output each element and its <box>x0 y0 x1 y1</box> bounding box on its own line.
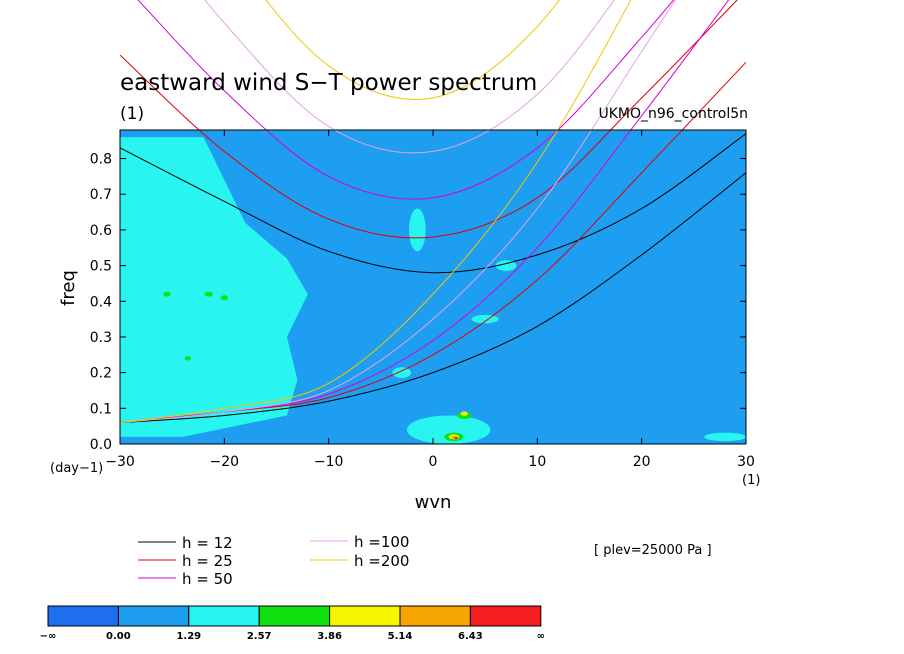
legend-label: h = 50 <box>182 570 233 588</box>
x-tick-label: 20 <box>633 454 651 470</box>
curve-series-4-branch-0 <box>265 0 560 101</box>
model-label: UKMO_n96_control5n <box>598 106 748 122</box>
y-axis-unit: (day−1) <box>50 461 103 476</box>
y-tick-label: 0.2 <box>90 366 112 382</box>
colorbar-label: 2.57 <box>247 631 272 642</box>
curve-series-3-branch-0 <box>204 0 615 154</box>
y-tick-label: 0.3 <box>90 330 112 346</box>
curve-series-0-branch-1 <box>120 172 746 424</box>
x-tick-label: −30 <box>105 454 135 470</box>
contour-region-9 <box>204 291 213 297</box>
curve-series-1-branch-0 <box>120 0 738 239</box>
x-tick-label: −10 <box>314 454 344 470</box>
x-tick-label: 10 <box>528 454 546 470</box>
colorbar: −∞ 0.00 1.29 2.57 3.86 5.14 6.43 ∞ <box>40 605 545 642</box>
curve-series-4-branch-1 <box>120 0 632 424</box>
colorbar-swatch <box>469 605 542 627</box>
pressure-level-note: [ plev=25000 Pa ] <box>594 543 712 558</box>
x-tick-label: 30 <box>737 454 755 470</box>
colorbar-swatch <box>188 605 260 627</box>
colorbar-swatch <box>329 605 401 627</box>
colorbar-label: 3.86 <box>317 631 342 642</box>
contour-region-0 <box>120 137 308 437</box>
contour-region-4 <box>406 415 491 444</box>
legend-label: h =100 <box>354 533 409 551</box>
colorbar-label: 0.00 <box>106 631 131 642</box>
contour-region-1 <box>409 208 426 252</box>
contour-region-5 <box>704 432 746 442</box>
y-tick-label: 0.6 <box>90 223 112 239</box>
colorbar-swatch <box>47 605 119 627</box>
y-tick-label: 0.7 <box>90 187 112 203</box>
colorbar-swatch <box>117 605 190 627</box>
spectrum-contour-regions <box>120 137 746 444</box>
y-tick-label: 0.5 <box>90 259 112 275</box>
contour-region-13 <box>460 411 468 416</box>
curve-series-3-branch-1 <box>120 0 676 424</box>
x-tick-label: −20 <box>210 454 240 470</box>
y-tick-label: 0.1 <box>90 401 112 417</box>
chart-title: eastward wind S−T power spectrum <box>120 70 537 96</box>
contour-region-6 <box>392 367 412 378</box>
legend-label: h = 25 <box>182 552 233 570</box>
colorbar-label: 6.43 <box>458 631 483 642</box>
legend-label: h = 12 <box>182 534 233 552</box>
colorbar-label: 5.14 <box>388 631 413 642</box>
x-axis-label: wvn <box>415 492 452 513</box>
y-tick-label: 0.0 <box>90 437 112 453</box>
curve-series-0-branch-0 <box>120 133 746 274</box>
y-tick-label: 0.8 <box>90 152 112 168</box>
contour-region-8 <box>220 295 228 301</box>
contour-region-16 <box>454 436 458 440</box>
colorbar-label: −∞ <box>40 631 57 642</box>
x-tick-label: 0 <box>429 454 438 470</box>
dispersion-curves <box>120 0 746 424</box>
curve-series-2-branch-0 <box>137 0 675 200</box>
chart-subtitle: (1) <box>120 104 144 124</box>
colorbar-swatch <box>258 605 331 627</box>
y-axis-label: freq <box>58 270 79 306</box>
contour-region-3 <box>471 314 499 324</box>
contour-region-10 <box>184 356 191 361</box>
axes: −30 −20 −10 0 10 20 30 0.0 0.1 0.2 0.3 0.4 0.5 0.6 0.7… <box>90 130 755 470</box>
colorbar-label: 1.29 <box>176 631 201 642</box>
colorbar-swatch <box>399 605 471 627</box>
y-tick-label: 0.4 <box>90 294 112 310</box>
contour-region-7 <box>163 291 171 297</box>
legend-label: h =200 <box>354 552 409 570</box>
x-axis-unit: (1) <box>742 473 760 488</box>
colorbar-label: ∞ <box>537 631 545 642</box>
contour-region-2 <box>495 260 517 271</box>
